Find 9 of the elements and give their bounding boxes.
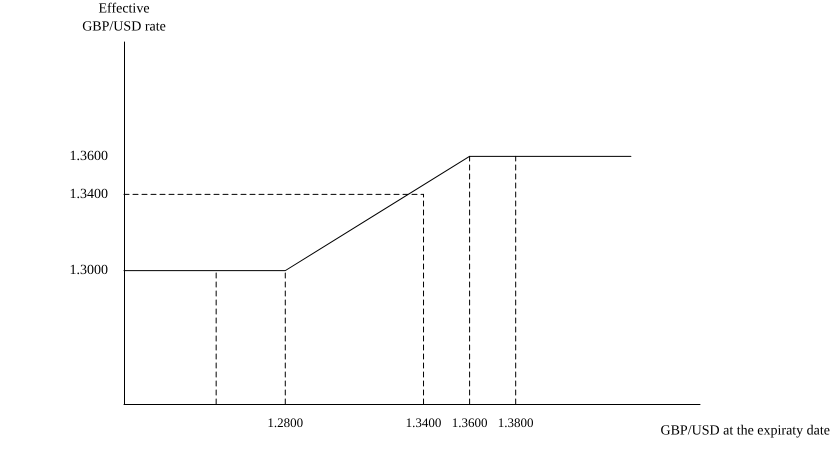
- x-axis-title: GBP/USD at the expiraty date: [660, 424, 830, 438]
- x-tick-label: 1.3600: [452, 415, 488, 430]
- y-tick-label: 1.3600: [70, 148, 108, 164]
- y-axis-title: Effective GBP/USD rate: [82, 2, 166, 34]
- x-tick-label: 1.3800: [498, 415, 534, 430]
- x-tick-label: 1.3400: [406, 415, 442, 430]
- y-tick-label: 1.3400: [70, 186, 108, 202]
- x-tick-label: 1.2800: [267, 415, 304, 430]
- y-tick-label: 1.3000: [70, 263, 108, 278]
